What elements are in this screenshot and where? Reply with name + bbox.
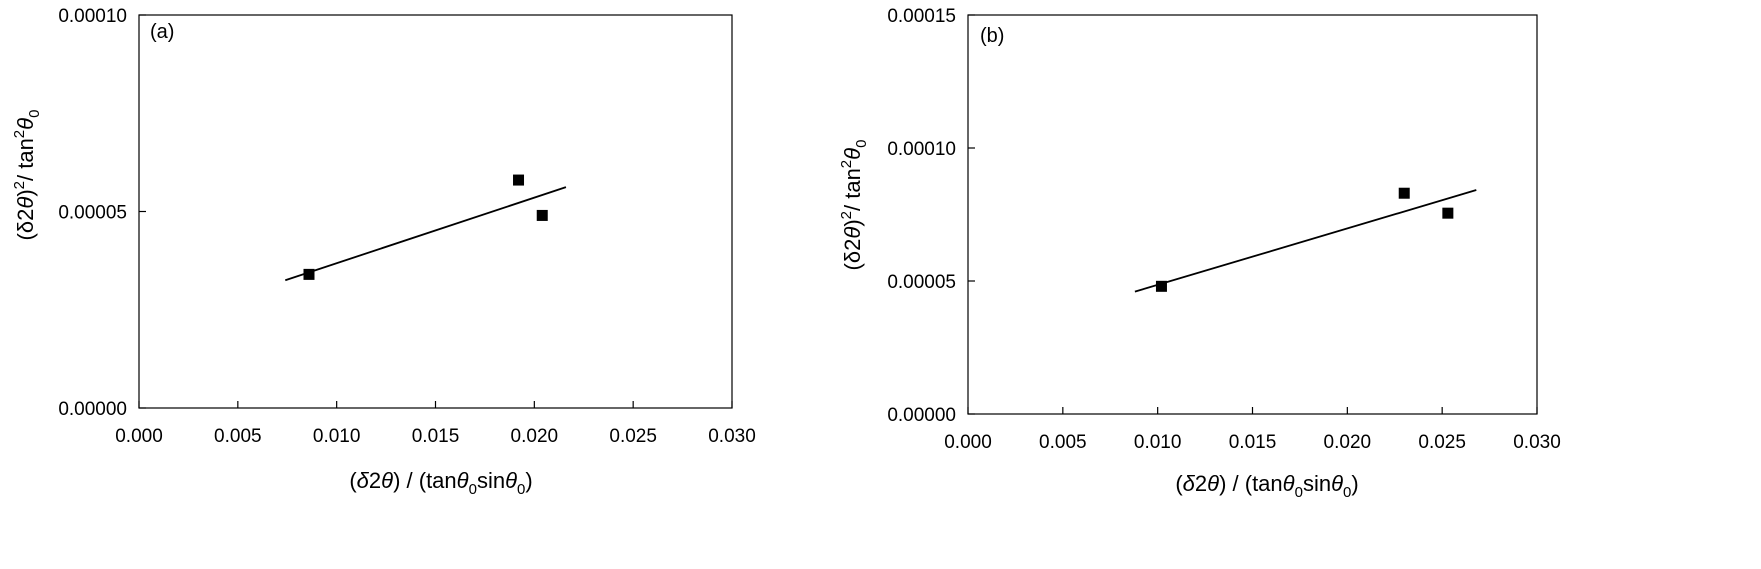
y-axis-label: (δ2θ)2/ tan2θ0 xyxy=(11,110,43,241)
x-tick-label: 0.010 xyxy=(1134,432,1182,453)
data-points xyxy=(1155,187,1454,292)
x-tick-label: 0.005 xyxy=(214,426,262,447)
fit-line xyxy=(1134,189,1477,293)
x-tick-label: 0.020 xyxy=(511,426,559,447)
y-tick-label: 0.00005 xyxy=(887,272,956,293)
fit-line xyxy=(284,186,567,282)
data-point xyxy=(1442,207,1454,219)
y-axis-ticks: 0.00000 0.00005 0.00010 xyxy=(58,6,146,420)
panel-label: (b) xyxy=(980,25,1004,47)
data-point xyxy=(303,268,315,280)
y-tick-label: 0.00010 xyxy=(58,6,127,27)
x-tick-label: 0.025 xyxy=(1418,432,1466,453)
x-axis-label: (δ2θ) / (tanθ0sinθ0) xyxy=(349,468,532,498)
y-axis-ticks: 0.00000 0.00005 0.00010 0.00015 xyxy=(887,6,975,426)
plot-frame xyxy=(138,14,733,409)
chart-panel-b: (b) 0.000 0.005 0.010 0.015 0.020 0.025 0.030 … xyxy=(838,6,1561,501)
x-tick-label: 0.030 xyxy=(708,426,756,447)
x-tick-label: 0.030 xyxy=(1513,432,1561,453)
fit-line-group xyxy=(284,186,567,282)
data-points xyxy=(303,174,548,280)
x-tick-label: 0.005 xyxy=(1039,432,1087,453)
y-tick-label: 0.00015 xyxy=(887,6,956,27)
x-axis-ticks: 0.000 0.005 0.010 0.015 0.020 0.025 0.030 xyxy=(944,407,1561,453)
data-point xyxy=(513,174,525,186)
x-tick-label: 0.025 xyxy=(609,426,657,447)
x-tick-label: 0.000 xyxy=(115,426,163,447)
data-point xyxy=(1398,187,1410,199)
y-axis-label: (δ2θ)2/ tan2θ0 xyxy=(838,140,870,271)
x-tick-label: 0.015 xyxy=(1229,432,1277,453)
panel-label: (a) xyxy=(150,21,174,43)
x-axis-ticks: 0.000 0.005 0.010 0.015 0.020 0.025 0.030 xyxy=(115,401,756,447)
x-tick-label: 0.020 xyxy=(1324,432,1372,453)
x-axis-label: (δ2θ) / (tanθ0sinθ0) xyxy=(1175,471,1358,501)
y-tick-label: 0.00000 xyxy=(58,399,127,420)
x-tick-label: 0.010 xyxy=(313,426,361,447)
chart-panel-a: (a) 0.000 0.005 0.010 0.015 0.020 0.025 0.030 … xyxy=(11,6,756,498)
x-tick-label: 0.015 xyxy=(412,426,460,447)
fit-line-group xyxy=(1134,189,1477,293)
data-point xyxy=(536,209,548,221)
y-tick-label: 0.00005 xyxy=(58,203,127,224)
x-tick-label: 0.000 xyxy=(944,432,992,453)
y-tick-label: 0.00010 xyxy=(887,139,956,160)
data-point xyxy=(1155,280,1167,292)
y-tick-label: 0.00000 xyxy=(887,405,956,426)
